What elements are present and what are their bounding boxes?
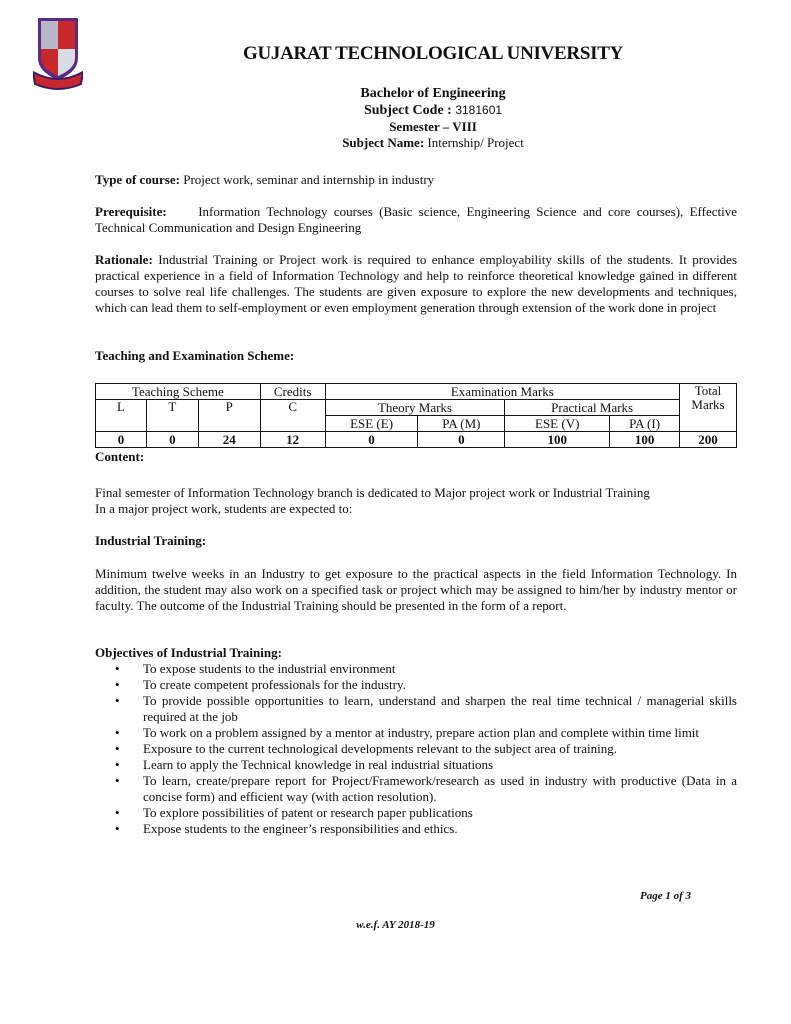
list-item: • To learn, create/prepare report for Pro… bbox=[115, 773, 737, 804]
list-item: • To expose students to the industrial en… bbox=[115, 661, 396, 676]
content-line: Final semester of Information Technology… bbox=[95, 485, 650, 500]
university-title: GUJARAT TECHNOLOGICAL UNIVERSITY bbox=[243, 43, 623, 64]
prerequisite: Prerequisite: Information Technology cou… bbox=[95, 204, 737, 235]
semester: Semester – VIII bbox=[389, 119, 477, 134]
content-heading: Content: bbox=[95, 449, 145, 464]
university-logo bbox=[33, 18, 83, 90]
wef-footer: w.e.f. AY 2018-19 bbox=[356, 919, 435, 931]
objectives-list: • To expose students to the industrial en… bbox=[115, 661, 737, 837]
degree: Bachelor of Engineering bbox=[360, 86, 506, 101]
list-item: • To provide possible opportunities to le… bbox=[115, 693, 737, 724]
subject-name: Subject Name: Internship/ Project bbox=[342, 135, 524, 150]
page-number: Page 1 of 3 bbox=[640, 890, 692, 902]
list-item: • Learn to apply the Technical knowledge … bbox=[115, 757, 494, 772]
rationale: Rationale: Industrial Training or Projec… bbox=[95, 252, 738, 315]
industrial-heading: Industrial Training: bbox=[95, 533, 207, 548]
list-item: • Exposure to the current technological d… bbox=[115, 741, 617, 756]
list-item: • To explore possibilities of patent or r… bbox=[115, 805, 473, 820]
type-of-course: Type of course: Project work, seminar an… bbox=[95, 172, 435, 187]
content-line: In a major project work, students are ex… bbox=[95, 501, 353, 516]
objectives-heading: Objectives of Industrial Training: bbox=[95, 645, 282, 660]
scheme-heading: Teaching and Examination Scheme: bbox=[95, 348, 295, 363]
list-item: • To work on a problem assigned by a ment… bbox=[115, 725, 700, 740]
industrial-text: Minimum twelve weeks in an Industry to g… bbox=[95, 566, 737, 613]
list-item: • To create competent professionals for t… bbox=[115, 677, 406, 692]
scheme-table: Teaching Scheme Credits Examination Marks T… bbox=[95, 383, 737, 448]
subject-code: Subject Code : 3181601 bbox=[363, 103, 503, 118]
list-item: • Expose students to the engineer’s respo… bbox=[115, 821, 458, 836]
